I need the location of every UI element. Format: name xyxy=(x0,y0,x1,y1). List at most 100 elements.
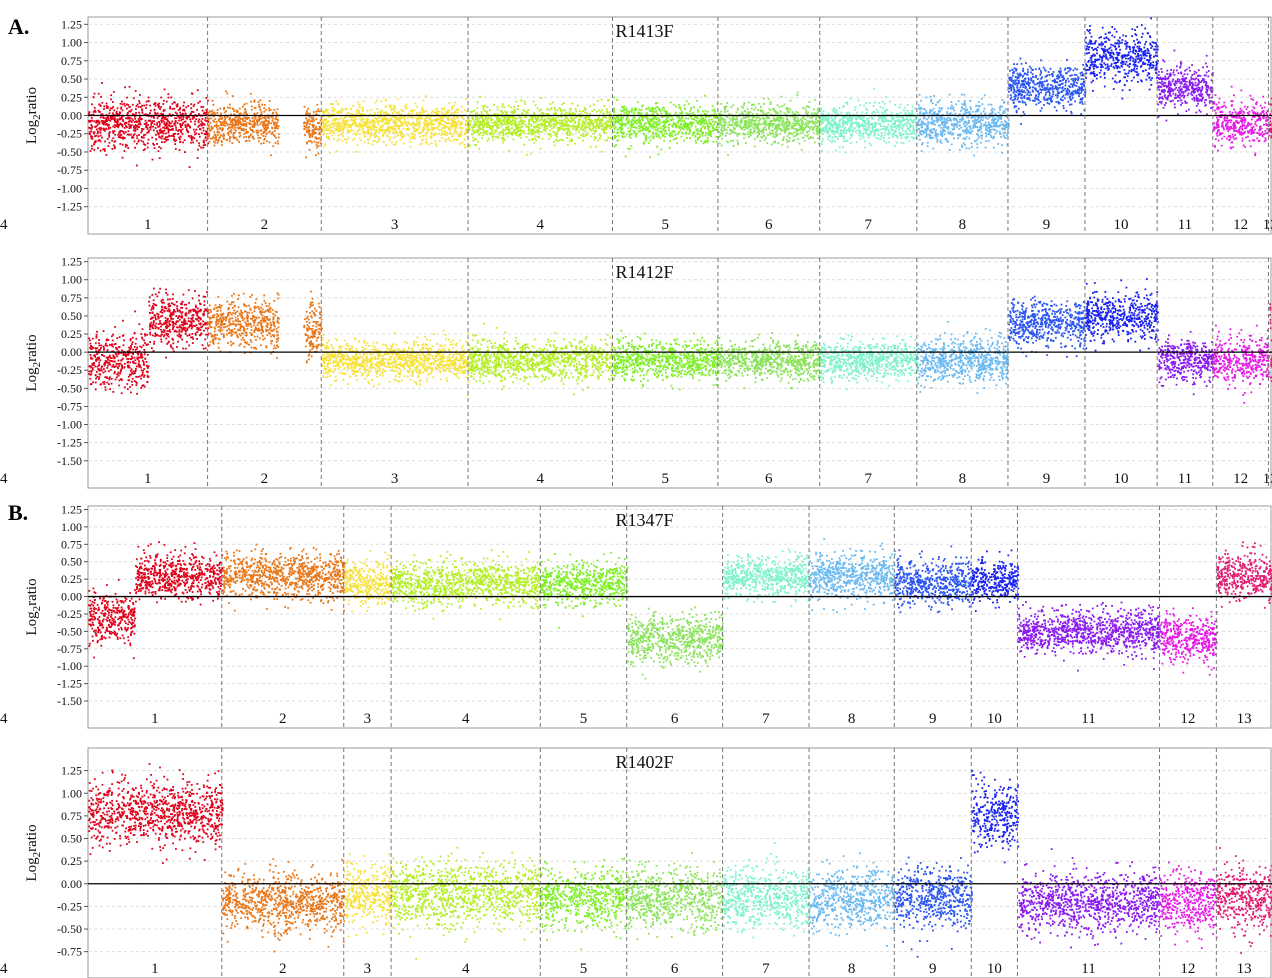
data-point xyxy=(174,101,176,104)
data-point xyxy=(89,150,92,152)
data-point xyxy=(136,142,138,145)
data-point xyxy=(165,138,168,141)
data-point xyxy=(176,103,179,106)
data-point xyxy=(212,119,215,122)
data-point xyxy=(128,85,131,88)
data-point xyxy=(135,112,137,114)
data-point xyxy=(128,116,131,119)
data-point xyxy=(235,116,238,118)
data-point xyxy=(213,137,216,139)
data-point xyxy=(245,111,247,114)
data-point xyxy=(163,141,166,144)
data-point xyxy=(120,106,123,109)
data-point xyxy=(200,146,202,149)
data-point xyxy=(111,148,114,150)
data-point xyxy=(145,122,148,125)
data-point xyxy=(113,144,115,147)
data-point xyxy=(126,117,129,120)
data-point xyxy=(160,113,163,116)
data-point xyxy=(155,113,157,115)
data-point xyxy=(123,127,126,129)
data-point xyxy=(204,144,207,146)
data-point xyxy=(189,118,191,121)
data-point xyxy=(115,113,118,116)
data-point xyxy=(139,94,141,96)
data-point xyxy=(197,148,199,151)
data-point xyxy=(158,125,161,128)
data-point xyxy=(156,130,159,132)
data-point xyxy=(121,109,124,112)
data-point xyxy=(198,133,200,135)
data-point xyxy=(184,124,187,126)
data-point xyxy=(188,125,191,128)
data-point xyxy=(206,113,208,116)
data-point xyxy=(181,133,184,135)
data-point xyxy=(177,130,179,132)
data-point xyxy=(121,143,124,146)
data-point xyxy=(100,127,103,130)
data-point xyxy=(95,125,98,128)
data-point xyxy=(105,117,107,120)
data-point xyxy=(202,144,205,147)
data-point xyxy=(93,120,96,123)
data-point xyxy=(195,118,198,121)
data-point xyxy=(198,142,200,145)
data-point xyxy=(112,106,115,108)
data-point xyxy=(147,138,150,141)
data-point xyxy=(145,126,147,129)
data-point xyxy=(153,103,155,106)
data-point xyxy=(121,124,123,127)
data-point xyxy=(236,139,239,141)
data-point xyxy=(88,111,91,113)
data-point xyxy=(175,104,178,107)
data-point xyxy=(103,150,106,152)
panel-label-b: B. xyxy=(8,500,28,526)
data-point xyxy=(136,128,139,131)
data-point xyxy=(160,130,163,132)
data-point xyxy=(97,147,99,150)
data-point xyxy=(232,134,235,136)
data-point xyxy=(206,127,209,130)
data-point xyxy=(97,92,100,95)
data-point xyxy=(245,128,247,131)
data-point xyxy=(249,133,252,136)
data-point xyxy=(192,111,195,113)
data-point xyxy=(142,128,145,130)
data-point xyxy=(153,123,156,126)
data-point xyxy=(119,117,122,119)
data-point xyxy=(179,111,182,114)
data-point xyxy=(126,113,129,115)
data-point xyxy=(202,106,205,108)
data-point xyxy=(204,119,207,122)
data-point xyxy=(101,101,104,104)
data-point xyxy=(158,157,161,159)
data-point xyxy=(120,136,123,139)
data-point xyxy=(238,115,241,118)
data-point xyxy=(146,142,149,145)
data-point xyxy=(195,132,198,135)
data-point xyxy=(142,134,145,137)
data-point xyxy=(112,132,115,134)
data-point xyxy=(88,126,90,129)
data-point xyxy=(90,128,93,130)
data-point xyxy=(152,120,154,123)
data-point xyxy=(190,137,192,139)
data-point xyxy=(93,132,95,135)
data-point xyxy=(145,107,147,109)
data-point xyxy=(138,115,141,118)
data-point xyxy=(88,132,91,135)
data-point xyxy=(198,124,201,127)
data-point xyxy=(137,106,140,108)
data-point xyxy=(89,130,92,133)
data-point xyxy=(156,122,159,124)
data-point xyxy=(113,147,116,150)
data-point xyxy=(162,99,165,102)
data-point xyxy=(114,117,116,119)
data-point xyxy=(119,130,122,132)
data-point xyxy=(137,123,140,126)
data-point xyxy=(120,123,122,126)
data-point xyxy=(196,157,199,159)
data-point xyxy=(161,135,164,138)
data-point xyxy=(123,102,126,105)
